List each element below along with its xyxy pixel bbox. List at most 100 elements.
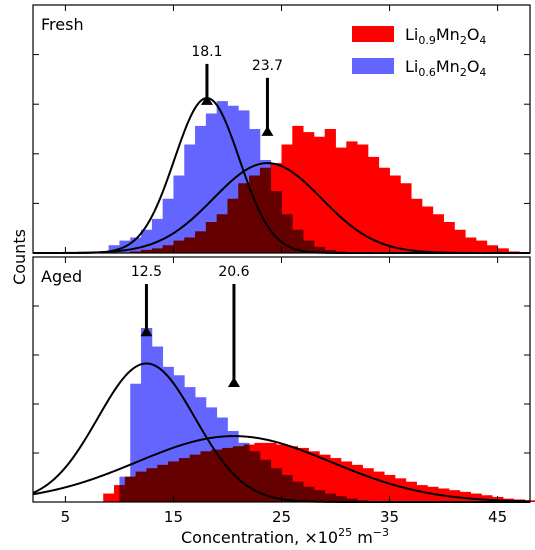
hist-bar (281, 144, 293, 253)
hist-bar (303, 132, 315, 253)
hist-bar (270, 468, 282, 502)
hist-bar (335, 496, 347, 502)
hist-bar (405, 481, 417, 502)
legend-label-red: Li0.9Mn2O4 (405, 25, 486, 47)
hist-bar (389, 175, 401, 253)
hist-bar (421, 206, 434, 253)
hist-bar (249, 129, 261, 253)
panel-label: Fresh (41, 15, 84, 34)
hist-bar (249, 451, 261, 502)
hist-bar (259, 459, 272, 502)
hist-bar (373, 471, 385, 502)
hist-bar (400, 183, 412, 253)
x-tick-label: 25 (272, 508, 291, 526)
x-tick-label: 45 (488, 508, 507, 526)
hist-bar (346, 498, 358, 502)
hist-bar (286, 446, 299, 502)
hist-bar (184, 387, 196, 502)
hist-bar (216, 101, 228, 253)
hist-bar (324, 249, 336, 253)
hist-bar (103, 493, 115, 502)
legend-swatch-blue (352, 58, 394, 74)
hist-bar (465, 237, 477, 253)
annotation-arrowhead-1 (227, 376, 240, 387)
hist-bar (238, 442, 250, 502)
hist-bar (195, 397, 207, 502)
hist-bar (346, 141, 358, 253)
panel-label: Aged (41, 267, 82, 286)
hist-bar (281, 214, 293, 253)
hist-bar (340, 461, 353, 502)
x-tick-label: 5 (61, 508, 71, 526)
hist-bar (205, 407, 218, 502)
hist-bar (384, 474, 396, 502)
hist-bar (292, 481, 304, 502)
hist-bar (195, 125, 207, 253)
hist-bar (351, 464, 363, 502)
hist-bar (357, 144, 369, 253)
hist-bar (411, 198, 423, 253)
hist-bar (486, 245, 498, 253)
hist-bar (324, 493, 336, 502)
hist-bar (335, 147, 347, 253)
annotation-arrowhead-0 (200, 94, 213, 105)
hist-bar (362, 468, 374, 502)
hist-bar (238, 110, 250, 254)
hist-bar (330, 458, 342, 502)
hist-bar (481, 495, 493, 502)
hist-bar (270, 191, 282, 253)
hist-bar (443, 222, 455, 253)
legend-label-blue: Li0.6Mn2O4 (405, 57, 486, 79)
hist-bar (259, 160, 272, 253)
hist-bar (313, 490, 326, 502)
hist-bar (151, 218, 164, 253)
hist-bar (130, 383, 142, 502)
hist-bar (454, 229, 466, 253)
hist-bar (151, 346, 164, 502)
hist-bar (162, 198, 174, 253)
annotation-label-1: 20.6 (218, 264, 249, 280)
hist-bar (324, 129, 336, 253)
panel-aged: 12.5 20.6 Aged (32, 256, 535, 503)
hist-bar (281, 474, 293, 502)
fit-curve-1 (32, 435, 531, 503)
annotation-label-1: 23.7 (252, 58, 283, 74)
x-tick-label: 15 (164, 508, 183, 526)
hist-bar (308, 451, 320, 502)
x-axis-label: Concentration, ×1025 m−3 (181, 526, 389, 547)
panel-fresh: 18.1 23.7 Fresh (32, 4, 531, 254)
hist-bar (313, 136, 326, 253)
hist-bar (119, 476, 131, 502)
hist-bar (292, 125, 304, 253)
hist-bar (416, 485, 428, 502)
hist-bar (303, 240, 315, 253)
hist-bar (475, 240, 488, 253)
annotation-label-0: 18.1 (191, 44, 222, 60)
y-axis-label: Counts (10, 229, 29, 285)
hist-bar (313, 246, 326, 253)
hist-bar (297, 447, 309, 502)
hist-bar (108, 245, 120, 253)
hist-bar (173, 175, 185, 253)
hist-bar (173, 375, 185, 502)
hist-bar (459, 491, 471, 502)
hist-bar (162, 366, 174, 502)
hist-bar (227, 431, 239, 502)
annotation-arrowhead-0 (140, 326, 153, 337)
hist-bar (497, 248, 509, 253)
hist-bar (205, 113, 218, 253)
hist-bar (292, 229, 304, 253)
hist-bar (432, 214, 444, 253)
x-tick-label: 35 (380, 508, 399, 526)
hist-bar (303, 486, 315, 502)
hist-bar (130, 237, 142, 253)
annotation-label-0: 12.5 (131, 264, 162, 280)
hist-bar (184, 144, 196, 253)
hist-bar (141, 229, 153, 253)
hist-bar (319, 454, 331, 502)
annotation-arrowhead-1 (261, 125, 274, 136)
hist-bar (367, 156, 380, 253)
legend: Li0.9Mn2O4 Li0.6Mn2O4 (352, 25, 486, 79)
hist-bar (470, 493, 482, 502)
